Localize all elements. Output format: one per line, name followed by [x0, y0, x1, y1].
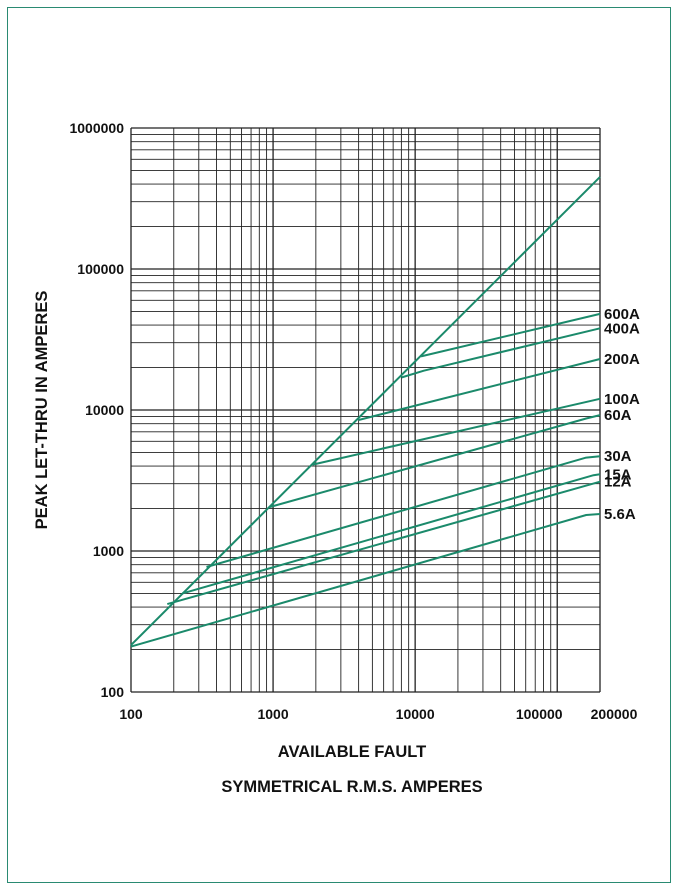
y-tick-label: 1000000 — [69, 120, 124, 136]
y-tick-label: 1000 — [93, 543, 124, 559]
series-line-60A — [269, 414, 601, 508]
x-tick-label: 10000 — [396, 706, 435, 722]
y-tick-label: 10000 — [85, 402, 124, 418]
series-label-5.6A: 5.6A — [604, 506, 636, 523]
series-label-600A: 600A — [604, 306, 640, 323]
series-lines — [130, 176, 601, 648]
series-line-600A — [420, 312, 601, 358]
x-tick-label: 200000 — [591, 706, 638, 722]
x-axis-title-line-1: AVAILABLE FAULT — [278, 743, 426, 761]
x-tick-label: 100 — [119, 706, 143, 722]
series-label-100A: 100A — [604, 391, 640, 408]
x-tick-label: 100000 — [516, 706, 563, 722]
series-line-5.6A — [130, 513, 601, 648]
series-label-60A: 60A — [604, 407, 632, 424]
series-line-200A — [358, 358, 601, 421]
series-label-12A: 12A — [604, 474, 632, 491]
x-tick-labels: 100 1000 10000 100000 200000 — [119, 706, 637, 722]
series-label-30A: 30A — [604, 448, 632, 465]
series-line-15A — [182, 473, 601, 595]
series-line-12A — [167, 480, 601, 606]
y-tick-labels: 100 1000 10000 100000 1000000 — [69, 120, 124, 700]
y-tick-label: 100000 — [77, 261, 124, 277]
x-tick-label: 1000 — [257, 706, 288, 722]
series-line-max-peak — [130, 176, 601, 646]
x-axis-title-line-2: SYMMETRICAL R.M.S. AMPERES — [221, 778, 482, 796]
series-line-400A — [401, 327, 601, 379]
grid — [130, 127, 601, 693]
series-label-200A: 200A — [604, 351, 640, 368]
chart-frame — [7, 7, 671, 883]
series-line-100A — [312, 397, 601, 466]
y-axis-title: PEAK LET-THRU IN AMPERES — [33, 291, 51, 530]
series-line-30A — [206, 455, 601, 568]
y-tick-label: 100 — [101, 684, 125, 700]
series-label-15A: 15A — [604, 466, 632, 483]
series-label-400A: 400A — [604, 320, 640, 337]
